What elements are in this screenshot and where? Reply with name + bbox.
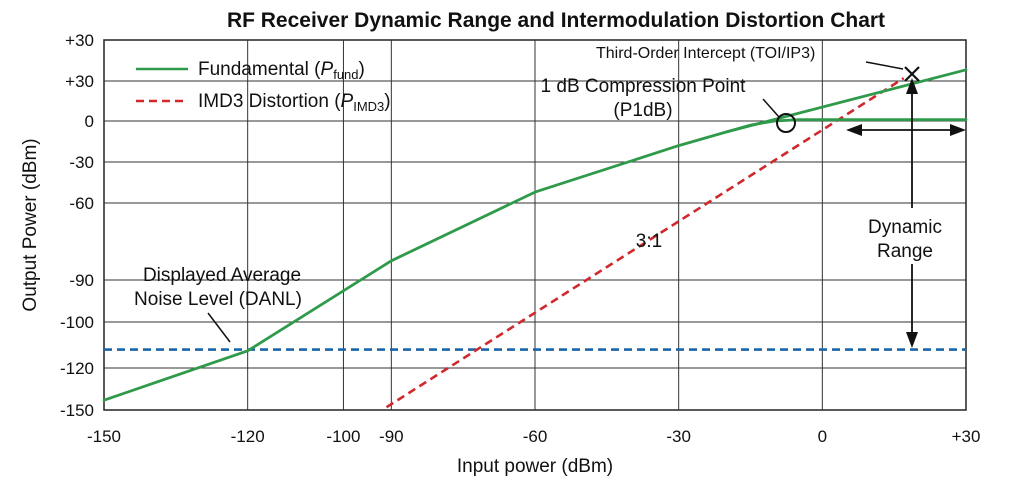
p1db-label-line2: (P1dB) [613, 100, 672, 121]
y-tick-label: +30 [65, 72, 94, 91]
x-tick-label: +30 [952, 427, 981, 446]
x-tick-label: -90 [379, 427, 404, 446]
toi-marker [904, 66, 920, 82]
chart-title: RF Receiver Dynamic Range and Intermodul… [227, 9, 885, 32]
slope-label: 3:1 [636, 231, 662, 252]
x-tick-label: -30 [666, 427, 691, 446]
series-lines [102, 68, 968, 409]
x-tick-label: -120 [231, 427, 265, 446]
x-tick-label: 0 [818, 427, 827, 446]
danl-pointer [207, 312, 231, 343]
y-tick-labels: +30 +30 0 -30 -60 -90 -100 -120 -150 [60, 31, 94, 420]
y-tick-label: -90 [69, 271, 94, 290]
legend-imd3-label: IMD3 Distortion (PIMD3) [198, 91, 391, 114]
toi-label: Third-Order Intercept (TOI/IP3) [596, 45, 815, 62]
x-tick-label: -60 [523, 427, 548, 446]
dynamic-range-arrows [846, 78, 966, 348]
y-axis-label: Output Power (dBm) [20, 138, 41, 311]
grid [104, 40, 966, 410]
y-tick-label: 0 [85, 112, 94, 131]
x-tick-labels: -150 -120 -100 -90 -60 -30 0 +30 [87, 427, 980, 446]
dynamic-range-label-line1: Dynamic [868, 217, 942, 238]
toi-pointer [865, 61, 904, 70]
y-tick-label: -60 [69, 194, 94, 213]
p1db-label-line1: 1 dB Compression Point [541, 76, 747, 97]
x-axis-label: Input power (dBm) [457, 456, 613, 477]
legend-fundamental-label: Fundamental (Pfund) [198, 59, 365, 82]
series-fundamental-line [102, 118, 968, 402]
p1db-marker [776, 113, 796, 133]
p1db-pointer [762, 98, 780, 118]
y-tick-label: -150 [60, 401, 94, 420]
y-tick-label: +30 [65, 31, 94, 50]
y-tick-label: -100 [60, 313, 94, 332]
legend: Fundamental (Pfund) IMD3 Distortion (PIM… [136, 59, 391, 114]
danl-label-line2: Noise Level (DANL) [134, 289, 302, 310]
x-tick-label: -100 [326, 427, 360, 446]
series-imd3-distortion-line [385, 77, 905, 409]
dynamic-range-label-line2: Range [877, 241, 933, 262]
y-tick-label: -30 [69, 153, 94, 172]
x-tick-label: -150 [87, 427, 121, 446]
danl-label-line1: Displayed Average [143, 265, 301, 286]
y-tick-label: -120 [60, 359, 94, 378]
